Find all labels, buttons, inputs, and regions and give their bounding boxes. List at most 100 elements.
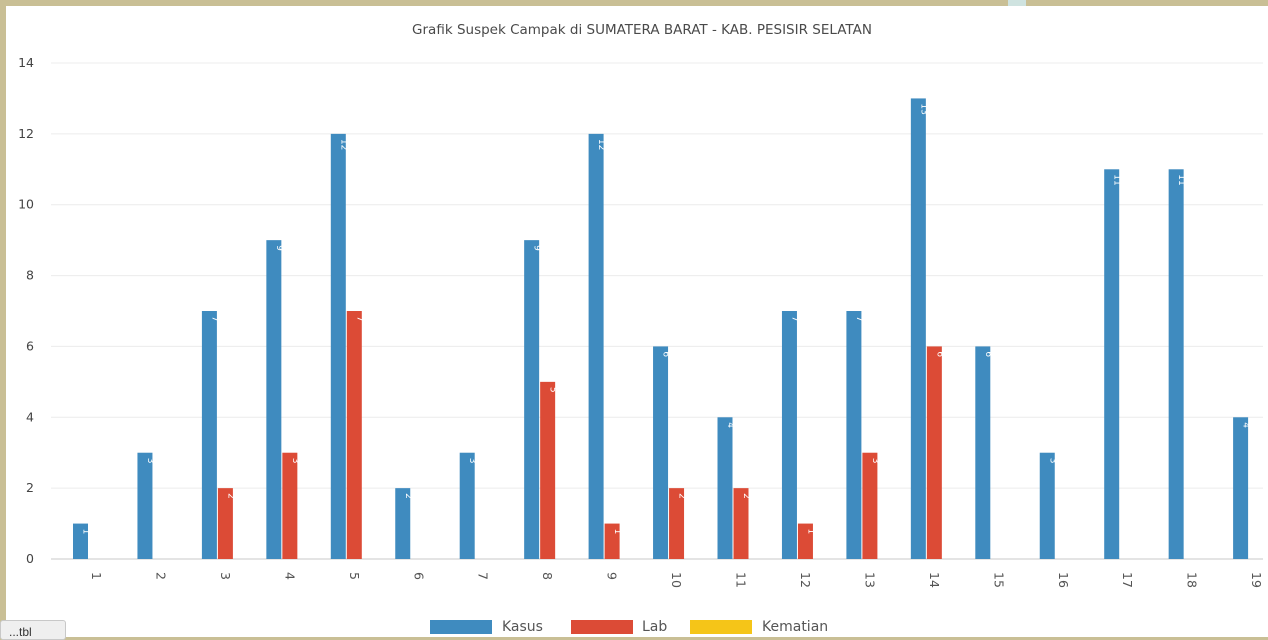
data-label: 3 xyxy=(145,458,155,464)
legend-swatch xyxy=(430,620,492,634)
bar-kasus-5 xyxy=(330,133,346,559)
data-label: 2 xyxy=(225,493,235,499)
legend[interactable]: Kasus Lab Kematian xyxy=(430,619,828,635)
x-tick-label: 18 xyxy=(1185,572,1200,588)
bar-kasus-8 xyxy=(524,240,540,559)
x-tick-label: 16 xyxy=(1056,572,1071,588)
tab-button[interactable]: ...tbl xyxy=(0,620,66,640)
bar-kasus-4 xyxy=(266,240,282,559)
bar-kasus-3 xyxy=(201,311,217,559)
data-label: 7 xyxy=(789,316,799,322)
x-tick-label: 9 xyxy=(605,572,620,580)
legend-swatch xyxy=(571,620,633,634)
data-label: 1 xyxy=(612,529,622,535)
bar-lab-13 xyxy=(862,452,878,559)
data-label: 3 xyxy=(870,458,880,464)
data-label: 3 xyxy=(1047,458,1057,464)
grid-lines xyxy=(51,62,1263,560)
data-label: 2 xyxy=(403,493,413,499)
bar-kasus-10 xyxy=(653,346,669,559)
bar-lab-3 xyxy=(217,488,233,559)
legend-item-kematian[interactable]: Kematian xyxy=(690,619,828,635)
chart-title: Grafik Suspek Campak di SUMATERA BARAT -… xyxy=(412,22,872,38)
bar-kasus-16 xyxy=(1039,452,1055,559)
bar-kasus-9 xyxy=(588,133,604,559)
data-label: 4 xyxy=(725,422,735,428)
bar-kasus-19 xyxy=(1233,417,1249,559)
y-tick-label: 6 xyxy=(26,338,34,353)
data-label: 11 xyxy=(1176,174,1186,185)
x-tick-label: 11 xyxy=(734,572,749,588)
data-label: 6 xyxy=(661,351,671,357)
data-label: 11 xyxy=(1112,174,1122,185)
data-label: 6 xyxy=(983,351,993,357)
bar-kasus-14 xyxy=(910,98,926,559)
x-tick-label: 12 xyxy=(798,572,813,588)
chart-panel: Grafik Suspek Campak di SUMATERA BARAT -… xyxy=(6,6,1268,637)
data-label: 3 xyxy=(467,458,477,464)
data-label: 7 xyxy=(854,316,864,322)
legend-label: Kasus xyxy=(502,619,543,635)
x-tick-label: 6 xyxy=(411,572,426,580)
bar-kasus-7 xyxy=(459,452,475,559)
y-tick-label: 12 xyxy=(18,126,34,141)
legend-label: Lab xyxy=(642,619,667,635)
legend-item-lab[interactable]: Lab xyxy=(571,619,667,635)
data-label: 3 xyxy=(290,458,300,464)
bar-lab-11 xyxy=(733,488,749,559)
y-tick-label: 4 xyxy=(26,409,34,424)
bar-kasus-1 xyxy=(73,523,88,559)
data-label: 7 xyxy=(209,316,219,322)
y-axis-tick-labels: 0 2 4 6 8 10 12 14 xyxy=(18,55,34,566)
x-tick-label: 8 xyxy=(540,572,555,580)
data-label: 12 xyxy=(338,139,348,150)
x-tick-label: 7 xyxy=(476,572,491,580)
x-tick-label: 19 xyxy=(1249,572,1264,588)
bar-lab-9 xyxy=(604,523,620,559)
legend-label: Kematian xyxy=(762,619,828,635)
bar-kasus-15 xyxy=(975,346,991,559)
bar-kasus-2 xyxy=(137,452,153,559)
x-tick-label: 10 xyxy=(669,572,684,588)
bar-lab-10 xyxy=(669,488,685,559)
y-tick-label: 0 xyxy=(26,551,34,566)
data-label: 5 xyxy=(548,387,558,393)
data-label: 4 xyxy=(1241,422,1251,428)
bar-kasus-6 xyxy=(395,488,411,559)
x-tick-label: 15 xyxy=(991,572,1006,588)
bar-kasus-13 xyxy=(846,311,862,559)
data-label: 2 xyxy=(741,493,751,499)
bar-chart: Grafik Suspek Campak di SUMATERA BARAT -… xyxy=(18,22,1264,635)
data-label: 1 xyxy=(805,529,815,535)
bar-lab-5 xyxy=(346,311,362,559)
data-label: 6 xyxy=(934,351,944,357)
bar-kasus-18 xyxy=(1168,169,1184,560)
x-tick-label: 5 xyxy=(347,572,362,580)
bar-kasus-12 xyxy=(781,311,797,559)
x-tick-label: 13 xyxy=(862,572,877,588)
data-label: 7 xyxy=(354,316,364,322)
x-tick-label: 1 xyxy=(89,572,104,580)
x-tick-label: 3 xyxy=(218,572,233,580)
data-label: 1 xyxy=(81,529,91,535)
bar-kasus-17 xyxy=(1104,169,1120,560)
y-tick-label: 14 xyxy=(18,55,34,70)
bar-lab-14 xyxy=(926,346,942,559)
y-tick-label: 8 xyxy=(26,268,34,283)
data-label: 13 xyxy=(918,103,928,114)
bars xyxy=(73,98,1249,560)
data-label: 9 xyxy=(274,245,284,251)
y-tick-label: 2 xyxy=(26,480,34,495)
y-tick-label: 10 xyxy=(18,197,34,212)
bar-kasus-11 xyxy=(717,417,733,559)
x-tick-label: 17 xyxy=(1120,572,1135,588)
legend-swatch xyxy=(690,620,752,634)
legend-item-kasus[interactable]: Kasus xyxy=(430,619,543,635)
x-tick-label: 4 xyxy=(282,572,297,580)
bar-lab-12 xyxy=(797,523,813,559)
data-label: 2 xyxy=(677,493,687,499)
bar-lab-4 xyxy=(282,452,298,559)
x-tick-label: 14 xyxy=(927,572,942,588)
bar-lab-8 xyxy=(540,381,556,559)
